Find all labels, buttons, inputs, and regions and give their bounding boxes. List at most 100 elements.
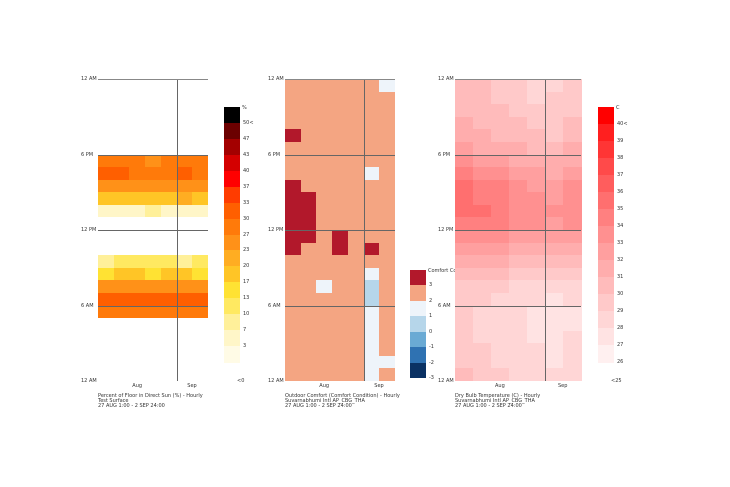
heatmap-cell — [455, 154, 474, 168]
heatmap-cell — [176, 242, 193, 256]
legend-label: 37 — [617, 172, 624, 178]
gridline — [285, 230, 395, 231]
y-tick-label: 6 AM — [438, 302, 451, 309]
heatmap-cell — [300, 267, 317, 281]
heatmap-cell — [527, 79, 546, 93]
heatmap-cell — [473, 154, 492, 168]
heatmap-cell — [347, 129, 365, 143]
heatmap-cell — [285, 368, 302, 382]
heatmap-cell — [145, 305, 162, 319]
heatmap-cell — [455, 104, 474, 118]
heatmap-cell — [332, 141, 349, 155]
chart-title: Percent of Floor in Direct Sun (%) - Hou… — [98, 393, 203, 399]
heatmap-cell — [509, 230, 528, 244]
legend-swatch — [598, 260, 614, 278]
heatmap-cell — [455, 129, 474, 143]
heatmap-cell — [379, 167, 396, 181]
heatmap-cell — [455, 292, 474, 306]
heatmap-cell — [527, 217, 546, 231]
legend-label: 7 — [243, 327, 247, 334]
heatmap-cell — [332, 230, 349, 244]
heatmap-cell — [285, 91, 302, 105]
heatmap-cell — [455, 355, 474, 369]
legend-swatch — [224, 282, 240, 299]
legend-swatch — [598, 226, 614, 244]
legend-swatch — [224, 138, 240, 156]
heatmap-cell — [379, 179, 396, 193]
heatmap-cell — [285, 355, 302, 369]
heatmap-cell — [563, 141, 582, 155]
heatmap-cell — [491, 116, 510, 130]
heatmap-cell — [285, 318, 302, 332]
heatmap-cell — [332, 242, 349, 256]
legend-label: 43 — [243, 151, 250, 158]
heatmap-cell — [509, 343, 528, 357]
heatmap-cell — [379, 242, 396, 256]
heatmap-cell — [145, 242, 162, 256]
legend-swatch — [598, 124, 614, 142]
heatmap-cell — [285, 230, 302, 244]
heatmap-cell — [563, 104, 582, 118]
heatmap-cell — [192, 129, 209, 143]
heatmap-cell — [98, 116, 115, 130]
heatmap-cell — [300, 242, 317, 256]
legend-label: -3 — [429, 375, 434, 381]
heatmap-cell — [145, 116, 162, 130]
chart-subtitle: Suvarnabhumi Intl AP_CBG_THA — [285, 398, 365, 404]
heatmap-cell — [332, 204, 349, 218]
heatmap-cell — [473, 292, 492, 306]
heatmap-cell — [129, 91, 146, 105]
heatmap-cell — [316, 280, 333, 294]
heatmap-cell — [509, 330, 528, 344]
heatmap-cell — [129, 230, 146, 244]
legend-label: 3 — [243, 343, 247, 350]
heatmap-cell — [379, 204, 396, 218]
heatmap-cell — [129, 343, 146, 357]
heatmap-cell — [491, 141, 510, 155]
heatmap-cell — [332, 91, 349, 105]
legend-label: 36 — [617, 189, 624, 195]
heatmap-cell — [300, 255, 317, 269]
heatmap-cell — [285, 330, 302, 344]
heatmap-cell — [160, 167, 178, 181]
plot-border — [98, 79, 208, 80]
heatmap-cell — [363, 204, 380, 218]
heatmap-cell — [145, 292, 162, 306]
heatmap-cell — [316, 217, 333, 231]
heatmap-cell — [316, 104, 333, 118]
heatmap-cell — [98, 230, 115, 244]
heatmap-cell — [113, 330, 130, 344]
heatmap-cell — [113, 79, 130, 93]
heatmap-cell — [176, 141, 193, 155]
heatmap-cell — [192, 242, 209, 256]
legend-swatch — [410, 300, 426, 317]
heatmap-cell — [491, 192, 510, 206]
y-tick-label: 12 AM — [268, 378, 284, 384]
heatmap-cell — [563, 280, 582, 294]
legend-swatch — [224, 107, 240, 124]
heatmap-cell — [316, 318, 333, 332]
heatmap-cell — [491, 330, 510, 344]
legend-swatch — [224, 202, 240, 220]
legend-swatch — [598, 328, 614, 346]
heatmap-cell — [332, 343, 349, 357]
heatmap-cell — [527, 267, 546, 281]
heatmap-cell — [332, 305, 349, 319]
heatmap-cell — [129, 318, 146, 332]
legend-label: 28 — [617, 325, 624, 331]
legend-swatch — [598, 345, 614, 363]
heatmap-cell — [113, 141, 130, 155]
heatmap-cell — [192, 141, 209, 155]
heatmap-cell — [113, 91, 130, 105]
heatmap-cell — [316, 141, 333, 155]
heatmap-cell — [363, 267, 380, 281]
heatmap-cell — [379, 116, 396, 130]
heatmap-cell — [509, 154, 528, 168]
heatmap-cell — [192, 368, 209, 382]
heatmap-cell — [347, 104, 365, 118]
legend-swatch — [224, 298, 240, 315]
heatmap-cell — [332, 167, 349, 181]
gridline-month — [176, 79, 178, 381]
heatmap-cell — [379, 368, 396, 382]
heatmap-cell — [455, 280, 474, 294]
